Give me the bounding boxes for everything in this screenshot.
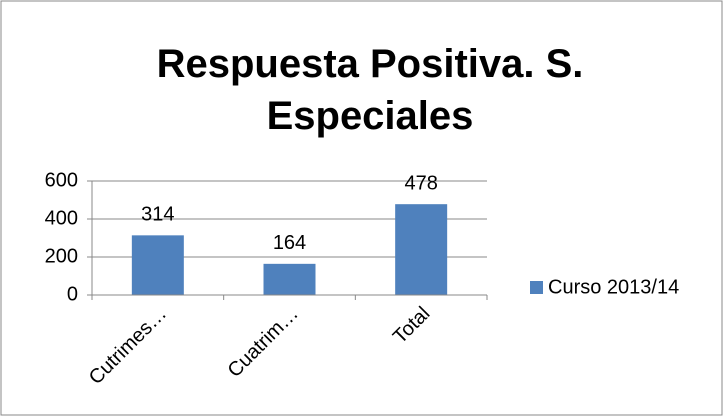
- bar: [131, 235, 184, 295]
- y-tick-label: 400: [45, 207, 78, 229]
- data-label: 314: [141, 204, 174, 226]
- legend-swatch: [530, 281, 543, 294]
- data-label: 164: [273, 232, 306, 254]
- bar: [263, 263, 316, 295]
- y-tick-label: 0: [67, 283, 78, 305]
- y-tick-label: 200: [45, 245, 78, 267]
- y-tick-label: 600: [45, 169, 78, 191]
- bar: [395, 204, 448, 295]
- legend-label: Curso 2013/14: [548, 276, 679, 298]
- data-label: 478: [404, 172, 437, 194]
- chart-title: Respuesta Positiva. S. Especiales: [156, 42, 584, 138]
